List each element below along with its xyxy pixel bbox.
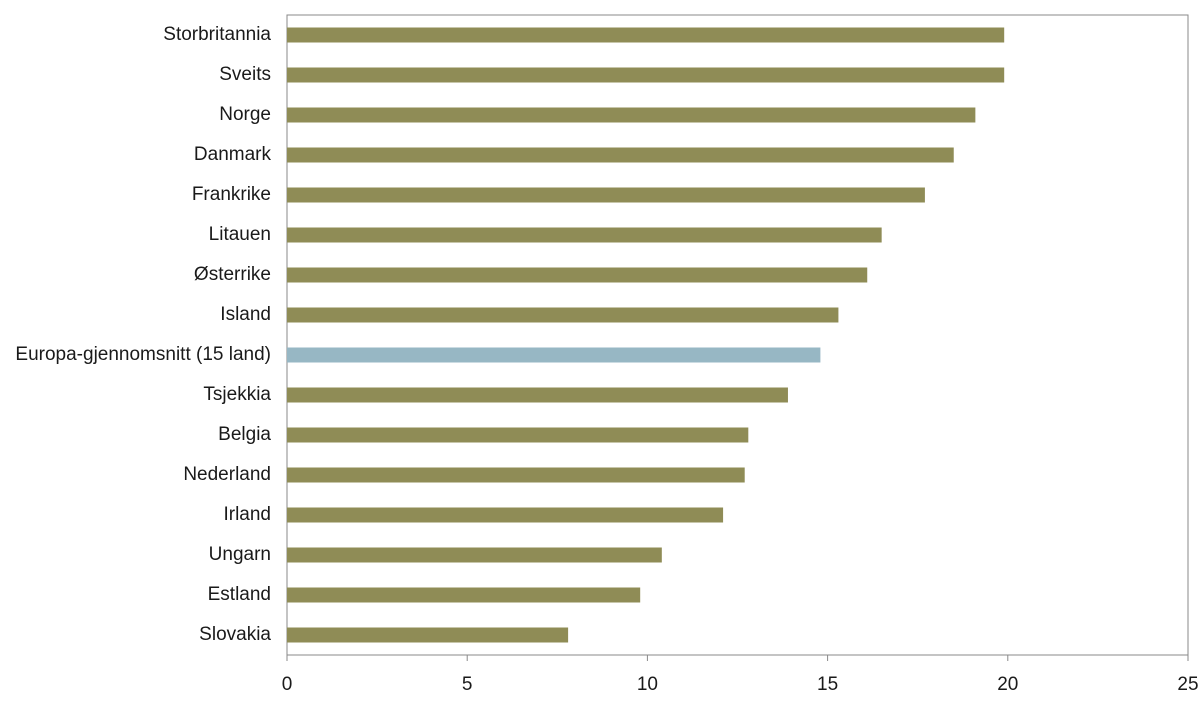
plot-frame — [286, 14, 1189, 656]
x-tick-label: 10 — [637, 674, 658, 695]
y-tick-label: Østerrike — [194, 264, 271, 285]
y-tick-label: Island — [220, 304, 271, 325]
bar — [287, 627, 569, 643]
bar — [287, 27, 1005, 43]
y-tick-label: Nederland — [183, 464, 271, 485]
bar — [287, 107, 976, 123]
x-tick-label: 15 — [817, 674, 838, 695]
y-tick-label: Norge — [219, 104, 271, 125]
y-tick-label: Tsjekkia — [203, 384, 271, 405]
bar — [287, 387, 788, 403]
x-tick-label: 20 — [997, 674, 1018, 695]
bar — [287, 547, 662, 563]
y-tick-label: Slovakia — [199, 624, 271, 645]
bar — [287, 187, 925, 203]
y-tick-label: Belgia — [218, 424, 271, 445]
y-tick-label: Irland — [223, 504, 271, 525]
y-tick-label: Frankrike — [192, 184, 271, 205]
bar — [287, 427, 749, 443]
bar — [287, 467, 745, 483]
bar — [287, 227, 882, 243]
y-tick-label: Danmark — [194, 144, 272, 165]
y-tick-label: Sveits — [219, 64, 271, 85]
y-tick-label: Litauen — [209, 224, 271, 245]
y-tick-label: Storbritannia — [163, 24, 271, 45]
bar — [287, 347, 821, 363]
x-tick-label: 0 — [282, 674, 293, 695]
bar — [287, 587, 641, 603]
bar — [287, 267, 868, 283]
bar — [287, 67, 1005, 83]
bar — [287, 307, 839, 323]
x-tick-label: 25 — [1177, 674, 1198, 695]
bar — [287, 147, 954, 163]
y-tick-label: Ungarn — [209, 544, 271, 565]
x-tick-label: 5 — [462, 674, 473, 695]
y-tick-label: Estland — [208, 584, 271, 605]
y-tick-label: Europa-gjennomsnitt (15 land) — [15, 344, 271, 365]
bar — [287, 507, 724, 523]
